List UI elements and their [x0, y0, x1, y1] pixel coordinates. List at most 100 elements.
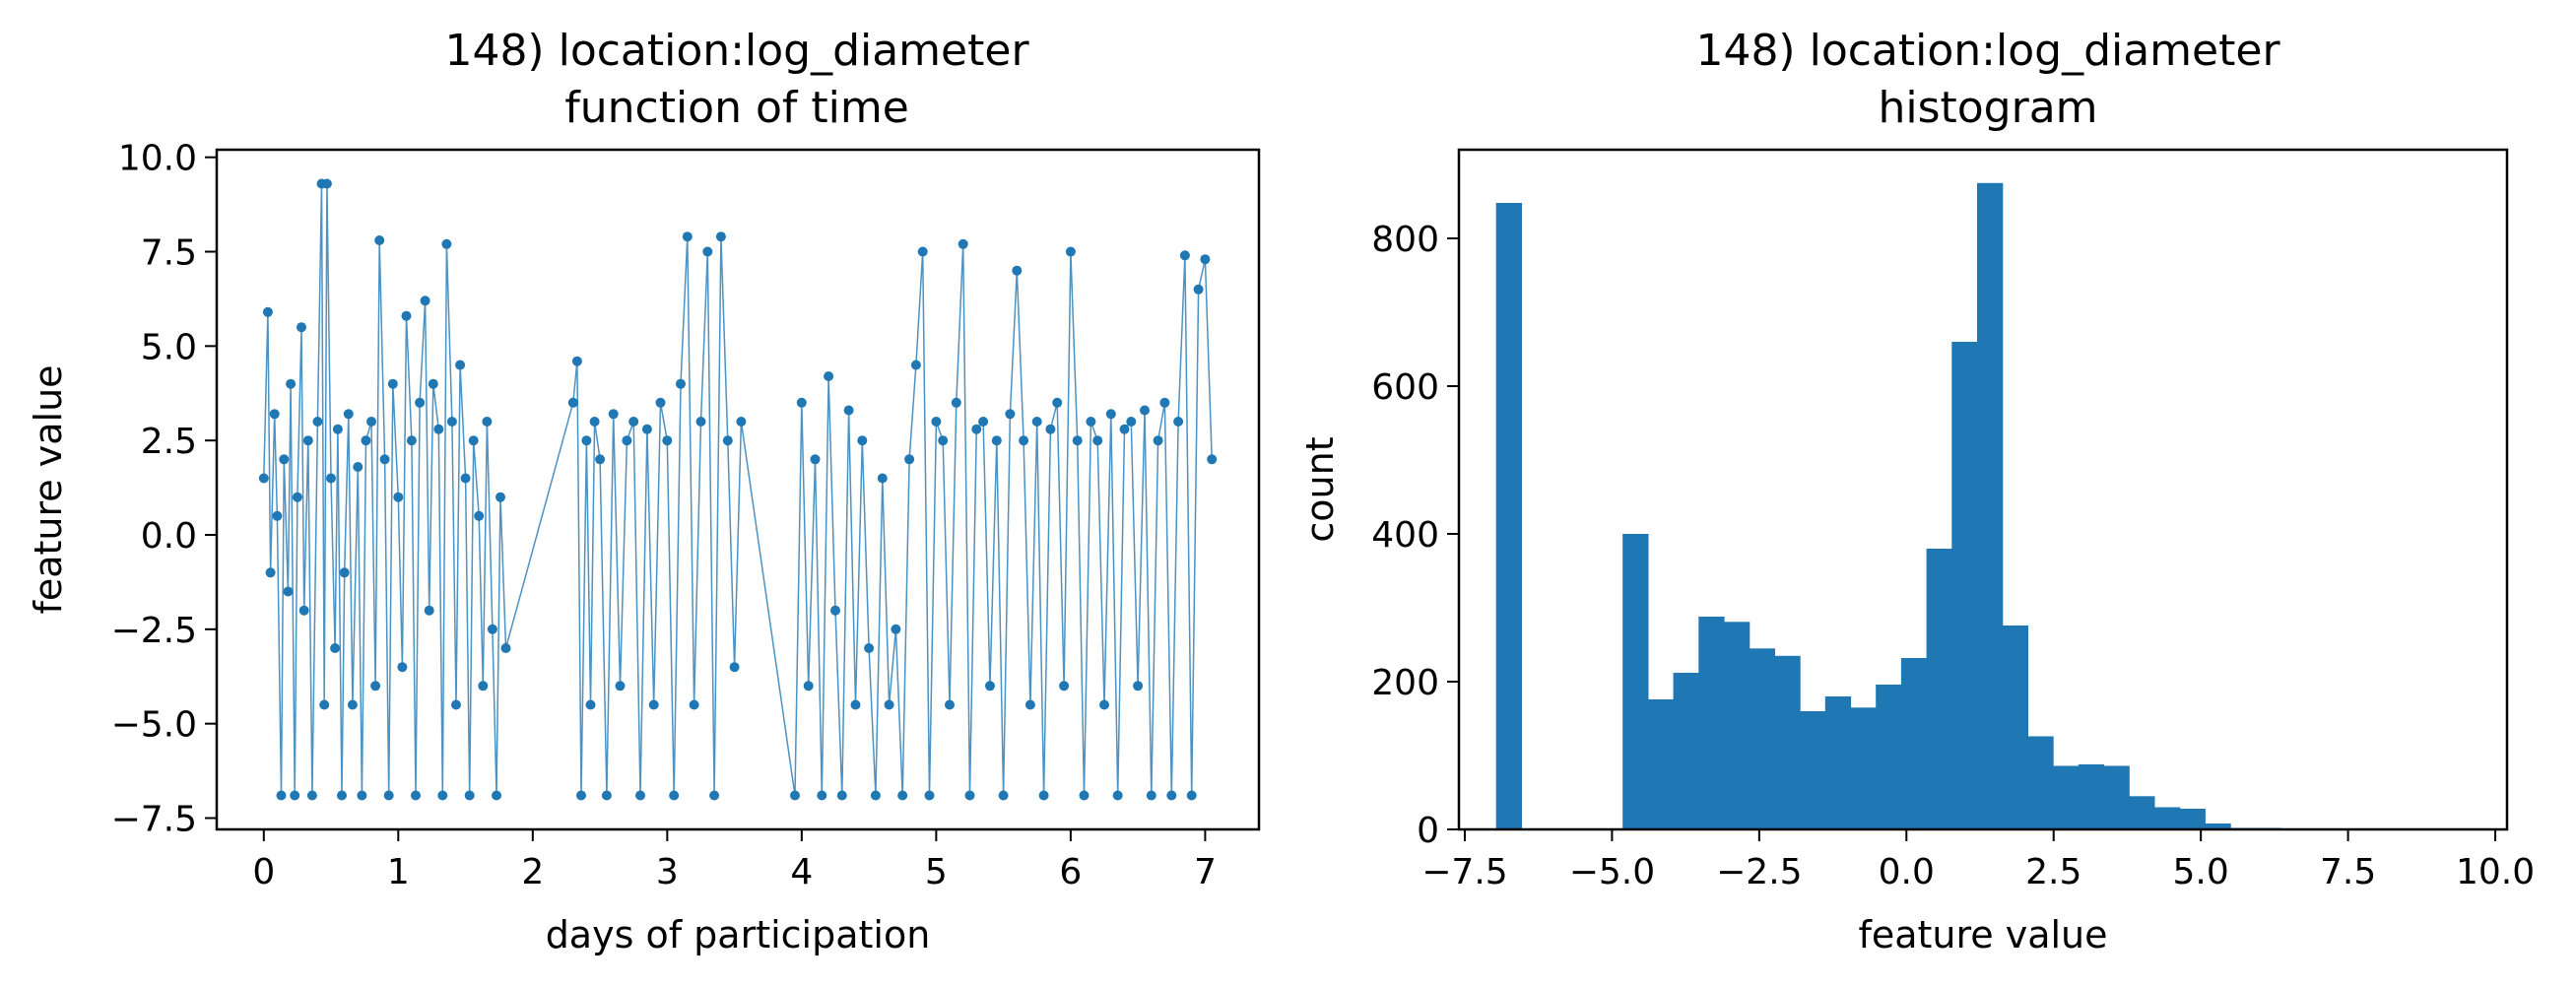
data-point [1031, 417, 1042, 427]
data-point [347, 699, 358, 710]
time-series-chart: 148) location:log_diameter function of t… [27, 26, 1261, 956]
histogram-bar [2129, 796, 2155, 830]
data-point [379, 454, 390, 465]
data-point [736, 417, 747, 427]
data-point [1140, 405, 1150, 416]
data-point [897, 790, 908, 801]
data-point [353, 462, 363, 472]
x-tick-label: 5 [925, 852, 948, 892]
data-point [870, 790, 881, 801]
time-series-axes-frame [215, 148, 1261, 831]
data-point [655, 397, 666, 408]
data-point [635, 790, 645, 801]
data-point [428, 378, 438, 389]
data-point [824, 371, 834, 381]
data-point [276, 790, 287, 801]
data-point [290, 790, 300, 801]
data-point [695, 417, 706, 427]
data-point [1173, 417, 1184, 427]
data-point [581, 435, 592, 446]
y-tick-label: 800 [1371, 220, 1439, 260]
data-point [904, 454, 915, 465]
data-point [628, 417, 639, 427]
histogram-axes-frame [1457, 148, 2509, 831]
y-tick-label: 0 [1417, 811, 1439, 851]
data-point [292, 492, 302, 502]
data-point [411, 790, 421, 801]
histogram-bar [2078, 764, 2105, 829]
data-point [366, 417, 376, 427]
data-point [850, 699, 861, 710]
histogram-y-ticks: 0 200 400 600 800 [1371, 220, 1459, 851]
histogram-bar [2205, 823, 2231, 829]
y-tick-label: 600 [1371, 367, 1439, 408]
data-point [1207, 454, 1218, 465]
y-tick-label: 2.5 [141, 422, 197, 462]
data-point [709, 790, 720, 801]
data-point [702, 246, 713, 257]
data-point [446, 417, 457, 427]
data-point [790, 790, 800, 801]
histogram-bar [1622, 534, 1649, 829]
histogram-bar [2053, 765, 2080, 829]
data-point [669, 790, 680, 801]
data-point [1065, 246, 1076, 257]
y-tick-label: 5.0 [141, 327, 197, 367]
data-point [662, 435, 673, 446]
data-point [361, 435, 371, 446]
histogram-bar [1876, 685, 1902, 829]
data-point [722, 435, 733, 446]
data-point [441, 238, 452, 249]
time-series-x-label: days of participation [546, 913, 931, 956]
data-point [978, 417, 989, 427]
histogram-bar [1951, 342, 1978, 829]
data-point [843, 405, 854, 416]
data-point [464, 790, 475, 801]
time-series-y-ticks: −7.5 −5.0 −2.5 0.0 2.5 5.0 7.5 10.0 [111, 139, 217, 840]
data-point [415, 397, 426, 408]
data-point [286, 378, 297, 389]
data-point [383, 790, 394, 801]
data-point [715, 231, 726, 242]
data-point [262, 306, 273, 317]
histogram-bar [1698, 617, 1725, 829]
data-point [306, 790, 317, 801]
data-point [1179, 250, 1190, 261]
histogram-bar [1774, 655, 1801, 830]
x-tick-label: 10.0 [2456, 852, 2535, 892]
y-tick-label: −2.5 [111, 611, 197, 651]
data-point [1193, 284, 1204, 295]
data-point [608, 409, 619, 420]
data-point [269, 409, 280, 420]
data-point [1045, 424, 1056, 434]
histogram-bar [1926, 549, 1952, 829]
data-point [337, 790, 347, 801]
data-point [474, 510, 485, 521]
data-point [1072, 435, 1083, 446]
data-point [492, 790, 501, 801]
data-point [1146, 790, 1156, 801]
histogram-bar [2103, 765, 2130, 829]
histogram-bar [1673, 673, 1699, 829]
y-tick-label: −7.5 [111, 800, 197, 840]
data-point [393, 492, 404, 502]
data-point [495, 492, 505, 502]
histogram-x-ticks: −7.5 −5.0 −2.5 0.0 2.5 5.0 7.5 10.0 [1421, 829, 2535, 892]
data-point [487, 624, 497, 634]
data-point [1133, 681, 1144, 692]
data-point [1012, 265, 1023, 276]
y-tick-label: 200 [1371, 663, 1439, 703]
histogram-bar [1900, 658, 1928, 829]
data-point [357, 790, 367, 801]
data-point [312, 417, 323, 427]
time-series-title-line1: 148) location:log_diameter [444, 26, 1029, 76]
data-point [1159, 397, 1170, 408]
x-tick-label: 7.5 [2320, 852, 2376, 892]
data-point [500, 643, 511, 653]
x-tick-label: −2.5 [1716, 852, 1802, 892]
data-point [951, 397, 961, 408]
x-tick-label: 7 [1194, 852, 1217, 892]
data-point [424, 605, 434, 616]
data-point [924, 790, 935, 801]
data-point [796, 397, 807, 408]
